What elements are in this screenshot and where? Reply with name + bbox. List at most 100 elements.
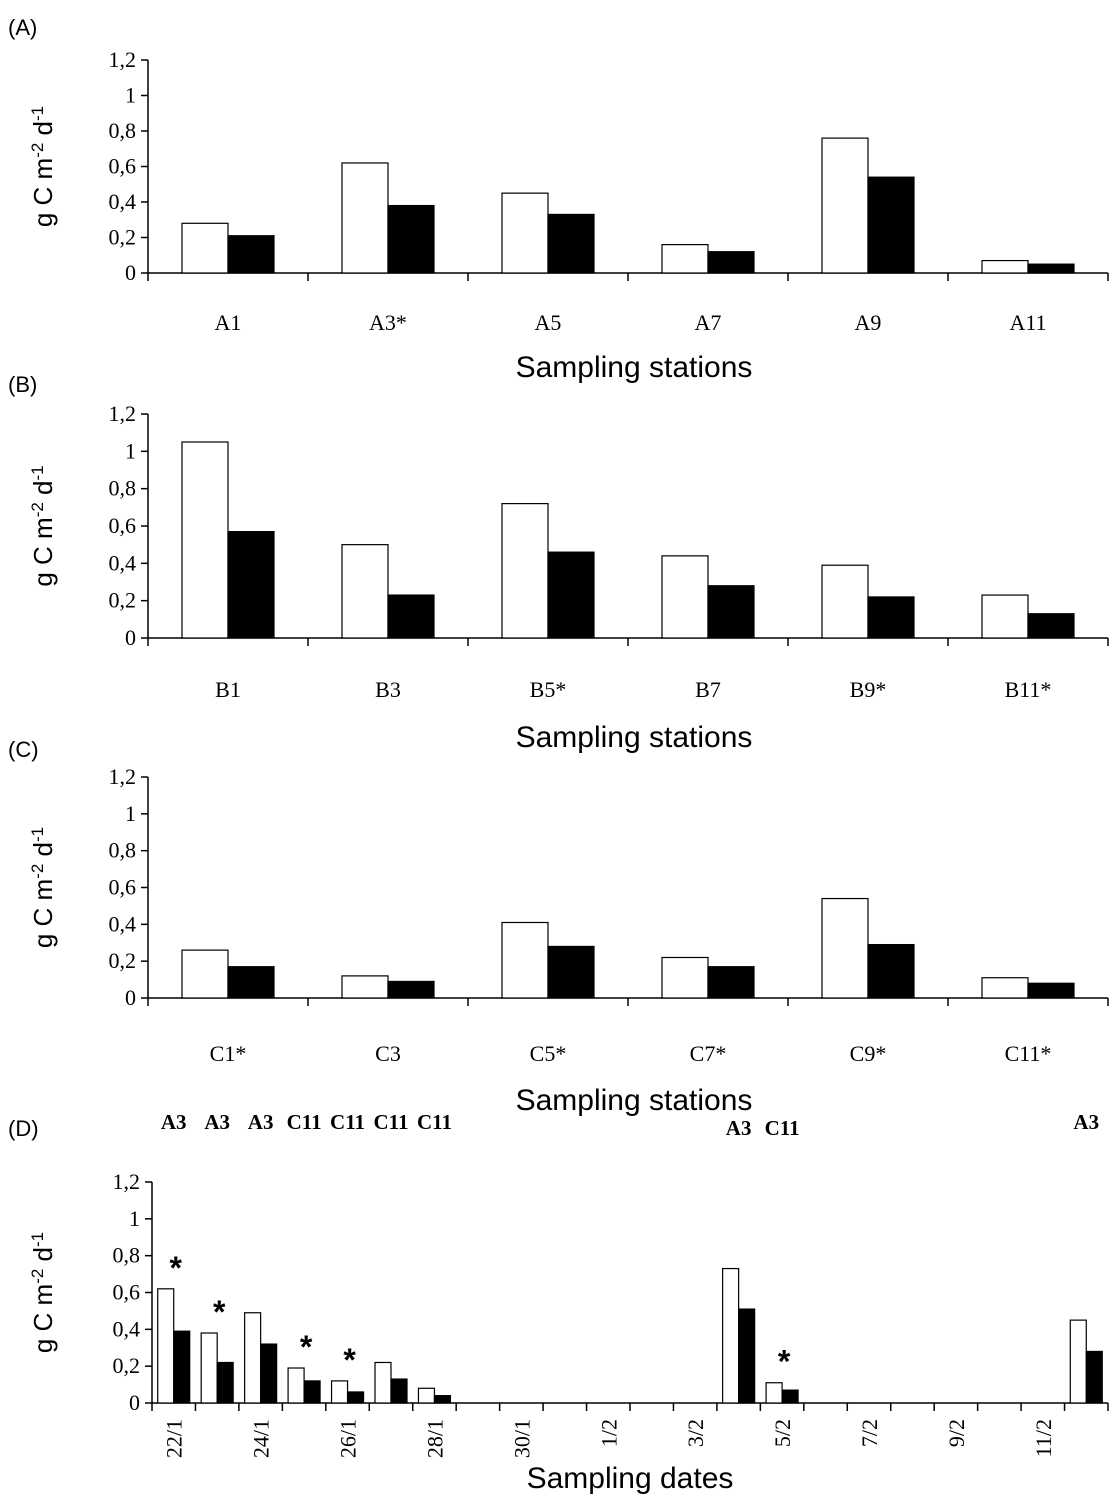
y-tick-label: 1,2 — [113, 1169, 141, 1194]
panel-d: (D) 0 0,2 0,4 0,6 0,8 1 1,2 g C m-2 d-1 22/1 24/1 2… — [8, 1110, 1109, 1495]
category-label: B11* — [1005, 677, 1052, 702]
x-axis-label: Sampling stations — [516, 1084, 753, 1117]
y-tick-label: 1 — [129, 1206, 140, 1231]
y-tick-label: 0,2 — [109, 588, 137, 613]
bar-A1-open — [181, 222, 229, 274]
station-label: A3 — [248, 1110, 274, 1134]
bar-B3-open — [341, 544, 389, 639]
category-label: C9* — [850, 1041, 887, 1066]
y-axis-label: g C m-2 d-1 — [28, 465, 59, 586]
y-tick-label: 0,6 — [109, 154, 137, 179]
bar-A3*-filled — [387, 204, 435, 274]
category-label: C11* — [1005, 1041, 1052, 1066]
bar-C3-filled — [387, 980, 435, 999]
y-tick-label: 0,6 — [109, 875, 137, 900]
y-tick-label: 1,2 — [109, 401, 137, 426]
bar-25/1-filled — [303, 1380, 321, 1404]
y-axis-label: g C m-2 d-1 — [28, 827, 59, 948]
y-tick-label: 0,8 — [109, 838, 137, 863]
category-label: A5 — [535, 310, 562, 335]
y-tick-label: 1 — [125, 438, 136, 463]
bar-B7-filled — [707, 585, 755, 639]
bar-22/1-open — [157, 1288, 175, 1404]
y-tick-label: 0,4 — [113, 1316, 141, 1341]
category-label: A11 — [1009, 310, 1046, 335]
x-axis-label: Sampling stations — [516, 351, 753, 384]
bar-12/2-filled — [1085, 1350, 1103, 1404]
bar-24/1-filled — [260, 1343, 278, 1404]
bar-A7-open — [661, 244, 709, 274]
bar-A5-open — [501, 192, 549, 274]
bar-A11-open — [981, 259, 1029, 274]
date-tick-label: 3/2 — [683, 1419, 708, 1447]
y-axis-label: g C m-2 d-1 — [28, 1232, 59, 1353]
bar-C1*-open — [181, 949, 229, 999]
date-tick-label: 22/1 — [162, 1419, 187, 1458]
category-label: A9 — [855, 310, 882, 335]
date-tick-label: 28/1 — [422, 1419, 447, 1458]
station-label: A3 — [1073, 1110, 1099, 1134]
station-label: A3 — [204, 1110, 230, 1134]
y-tick-label: 0,8 — [109, 476, 137, 501]
bar-C7*-open — [661, 956, 709, 999]
bar-B7-open — [661, 555, 709, 639]
bar-B5*-filled — [547, 551, 595, 639]
panel-c: (C) 0 0,2 0,4 0,6 0,8 1 1,2 g C m-2 d-1 C1* C3 C5* C… — [8, 737, 1109, 1117]
date-tick-label: 24/1 — [249, 1419, 274, 1458]
category-label: B3 — [375, 677, 401, 702]
date-tick-label: 11/2 — [1031, 1419, 1056, 1457]
y-tick-label: 0,2 — [113, 1353, 141, 1378]
x-axis-label: Sampling stations — [516, 721, 753, 754]
date-tick-label: 7/2 — [857, 1419, 882, 1447]
significance-star: * — [300, 1329, 313, 1365]
bar-28/1-filled — [433, 1395, 452, 1404]
station-label: A3 — [161, 1110, 187, 1134]
bar-5/2-filled — [781, 1389, 799, 1404]
bar-B1-filled — [227, 530, 275, 639]
y-tick-label: 1 — [125, 801, 136, 826]
y-tick-label: 1 — [125, 83, 136, 108]
panel-label: (A) — [8, 15, 37, 40]
bar-12/2-open — [1069, 1319, 1087, 1404]
bar-A3*-open — [341, 162, 389, 274]
bar-B1-open — [181, 441, 229, 639]
bar-B3-filled — [387, 594, 435, 639]
bar-B11*-open — [981, 594, 1029, 639]
y-axis-label: g C m-2 d-1 — [28, 106, 59, 227]
category-label: A3* — [369, 310, 407, 335]
y-tick-label: 0,6 — [109, 513, 137, 538]
y-tick-label: 0,4 — [109, 911, 137, 936]
category-label: A7 — [695, 310, 722, 335]
panel-label: (D) — [8, 1116, 39, 1141]
station-label: C11 — [417, 1110, 452, 1134]
bar-C9*-open — [821, 897, 869, 999]
bar-28/1-open — [417, 1387, 436, 1404]
category-label: C7* — [690, 1041, 727, 1066]
bar-A1-filled — [227, 235, 275, 274]
category-label: B7 — [695, 677, 721, 702]
station-label: C11 — [287, 1110, 322, 1134]
bar-27/1-open — [374, 1361, 392, 1404]
y-tick-label: 0 — [125, 985, 136, 1010]
x-axis-label: Sampling dates — [527, 1462, 734, 1495]
y-tick-label: 0,2 — [109, 225, 137, 250]
bar-C5*-open — [501, 921, 549, 999]
bar-A9-open — [821, 137, 869, 274]
date-tick-label: 26/1 — [336, 1419, 361, 1458]
category-label: A1 — [215, 310, 242, 335]
y-tick-label: 0,4 — [109, 550, 137, 575]
panel-label: (B) — [8, 372, 37, 397]
significance-star: * — [213, 1294, 226, 1330]
bar-4/2-open — [722, 1267, 740, 1404]
y-tick-label: 0,6 — [113, 1280, 141, 1305]
bar-C3-open — [341, 975, 389, 999]
date-tick-label: 30/1 — [509, 1419, 534, 1458]
y-tick-label: 0 — [125, 260, 136, 285]
bar-B9*-filled — [867, 596, 915, 639]
category-label: C5* — [530, 1041, 567, 1066]
bar-5/2-open — [765, 1382, 783, 1404]
y-tick-label: 0,2 — [109, 948, 137, 973]
bar-C11*-open — [981, 977, 1029, 999]
bar-C9*-filled — [867, 943, 915, 999]
